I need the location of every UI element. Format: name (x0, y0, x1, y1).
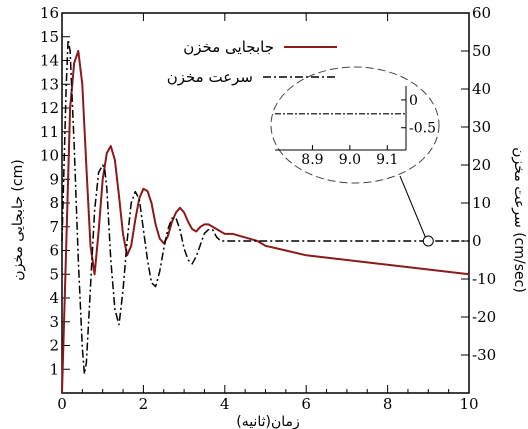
y-left-tick-label: 4 (49, 289, 59, 307)
y-left-tick-label: 16 (40, 4, 59, 22)
x-tick-label: 0 (57, 395, 67, 413)
series-layer (61, 38, 470, 394)
y-left-tick-label: 12 (40, 99, 59, 117)
plot-frame (61, 12, 470, 394)
y-left-tick-label: 13 (40, 75, 59, 93)
inset-y-tick-label: -0.5 (409, 121, 436, 137)
zoom-ellipse (270, 66, 440, 184)
y-right-tick-label: -10 (472, 270, 496, 288)
y-right-tick-label: 10 (472, 194, 491, 212)
y-right-tick-label: 40 (472, 80, 491, 98)
y-right-tick-label: -20 (472, 308, 496, 326)
x-axis-title: زمان(ثانیه) (236, 414, 300, 429)
inset-layer: 8.9 9.0 9.1 0 -0.5 (270, 66, 440, 247)
y-axis-title-right: سرعت مخزن (cm/sec) (511, 147, 527, 293)
inset-y-tick-label: 0 (409, 93, 418, 109)
y-left-tick-label: 7 (49, 218, 59, 236)
y-right-tick-label: -30 (472, 346, 496, 364)
inset-x-tick-label: 8.9 (301, 152, 323, 168)
x-tick-label: 6 (301, 395, 311, 413)
y-left-tick-label: 6 (49, 242, 59, 260)
legend: جابجایی مخزن سرعت مخزن (167, 38, 337, 86)
zoom-leader-line (399, 175, 426, 238)
legend-label-displacement: جابجایی مخزن (183, 38, 274, 56)
axes-layer: 0 2 4 6 8 1012345678910111213141516-30-20-100… (40, 4, 496, 413)
x-tick-label: 8 (383, 395, 393, 413)
x-tick-label: 4 (220, 395, 230, 413)
y-left-tick-label: 11 (40, 123, 59, 141)
y-right-tick-label: 50 (472, 42, 491, 60)
y-left-tick-label: 8 (49, 194, 59, 212)
y-axis-title-left: جابجایی مخزن (cm) (10, 159, 26, 280)
series-line-displacement (61, 50, 470, 394)
series-line-velocity (61, 38, 469, 375)
legend-label-velocity: سرعت مخزن (167, 68, 253, 86)
x-tick-label: 2 (139, 395, 149, 413)
y-left-tick-label: 5 (49, 265, 59, 283)
y-right-tick-label: 60 (472, 4, 491, 22)
x-tick-label: 10 (459, 395, 478, 413)
y-left-tick-label: 10 (40, 147, 59, 165)
y-right-tick-label: 30 (472, 118, 491, 136)
y-left-tick-label: 1 (49, 360, 59, 378)
y-right-tick-label: 20 (472, 156, 491, 174)
y-left-tick-label: 9 (49, 170, 59, 188)
y-right-tick-label: 0 (472, 232, 482, 250)
y-left-tick-label: 15 (40, 28, 59, 46)
zoom-marker (422, 235, 434, 247)
y-left-tick-label: 2 (49, 337, 59, 355)
inset-x-tick-label: 9.1 (376, 152, 398, 168)
y-left-tick-label: 3 (49, 313, 59, 331)
inset-x-tick-label: 9.0 (339, 152, 361, 168)
y-left-tick-label: 14 (40, 52, 59, 70)
